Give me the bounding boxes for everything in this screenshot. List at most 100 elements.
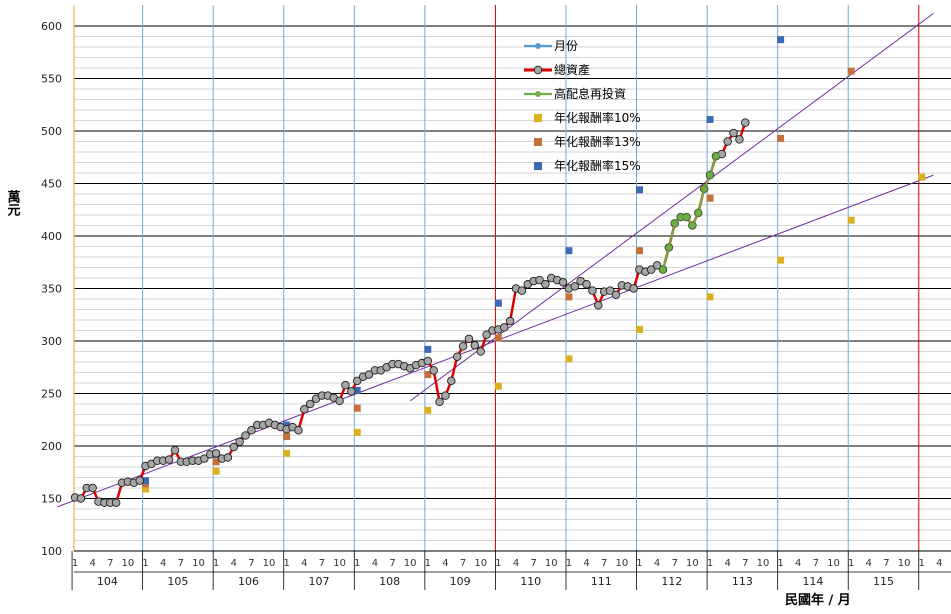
month-tick-label: 4 xyxy=(442,558,448,569)
year-tick-label: 109 xyxy=(450,575,471,588)
month-tick-label: 7 xyxy=(742,558,748,569)
return-marker xyxy=(706,115,714,123)
year-tick-label: 115 xyxy=(873,575,894,588)
legend-swatch-dot xyxy=(533,65,543,75)
month-tick-label: 10 xyxy=(404,558,417,569)
month-tick-label: 4 xyxy=(160,558,166,569)
month-tick-label: 4 xyxy=(724,558,730,569)
legend-swatch xyxy=(534,114,542,122)
month-tick-label: 1 xyxy=(495,558,501,569)
month-tick-label: 7 xyxy=(389,558,395,569)
month-tick-label: 10 xyxy=(757,558,770,569)
y-tick-label: 200 xyxy=(41,440,62,453)
total-assets-point xyxy=(646,265,656,274)
month-tick-label: 4 xyxy=(583,558,589,569)
total-assets-point xyxy=(741,118,750,127)
reinvest-point xyxy=(665,243,673,252)
return-marker xyxy=(283,433,291,441)
y-tick-label: 600 xyxy=(41,20,62,33)
total-assets-point xyxy=(470,340,480,350)
month-tick-label: 4 xyxy=(654,558,660,569)
return-marker xyxy=(424,406,432,414)
month-tick-label: 1 xyxy=(213,558,219,569)
month-tick-label: 4 xyxy=(936,558,942,569)
total-assets-point xyxy=(452,352,462,362)
total-assets-point xyxy=(364,370,374,379)
total-assets-point xyxy=(594,301,603,310)
y-axis-label: 萬元 xyxy=(5,189,21,217)
y-tick-label: 550 xyxy=(41,73,62,86)
return-marker xyxy=(212,467,220,475)
y-tick-label: 450 xyxy=(41,178,62,191)
month-tick-label: 1 xyxy=(919,558,925,569)
return-marker xyxy=(635,247,643,255)
month-tick-label: 4 xyxy=(866,558,872,569)
return-marker xyxy=(565,247,573,255)
legend-swatch xyxy=(534,162,542,170)
month-tick-label: 4 xyxy=(89,558,95,569)
return-marker xyxy=(494,299,502,307)
total-assets-point xyxy=(517,286,527,295)
total-assets-point xyxy=(541,280,550,289)
total-assets-point xyxy=(735,135,744,144)
month-tick-label: 10 xyxy=(263,558,276,569)
total-assets-point xyxy=(211,449,221,458)
month-tick-label: 7 xyxy=(107,558,113,569)
month-tick-label: 7 xyxy=(319,558,325,569)
total-assets-point xyxy=(435,397,444,407)
reinvest-point xyxy=(670,219,679,228)
total-assets-point xyxy=(447,376,456,386)
return-marker xyxy=(565,293,573,301)
month-tick-label: 10 xyxy=(545,558,558,569)
legend-swatch xyxy=(534,138,542,146)
year-tick-label: 104 xyxy=(97,575,118,588)
total-assets-point xyxy=(352,376,362,386)
return-marker xyxy=(635,186,643,194)
total-assets-point xyxy=(570,282,580,291)
return-marker xyxy=(212,458,220,466)
total-assets-point xyxy=(341,380,350,390)
month-tick-label: 4 xyxy=(372,558,378,569)
year-tick-label: 108 xyxy=(379,575,400,588)
year-tick-label: 106 xyxy=(238,575,259,588)
month-tick-label: 1 xyxy=(425,558,431,569)
total-assets-point xyxy=(111,498,121,507)
total-assets-point xyxy=(229,442,239,452)
total-assets-point xyxy=(429,366,438,375)
return-marker xyxy=(494,382,502,390)
x-axis-label: 民國年 / 月 xyxy=(785,592,851,608)
total-assets-point xyxy=(476,347,485,356)
total-assets-point xyxy=(88,483,97,493)
month-tick-label: 10 xyxy=(615,558,628,569)
total-assets-point xyxy=(482,330,491,339)
total-assets-point xyxy=(235,437,244,447)
month-tick-label: 7 xyxy=(883,558,889,569)
month-tick-label: 4 xyxy=(795,558,801,569)
total-assets-point xyxy=(335,396,344,406)
data-series xyxy=(70,118,750,507)
reinvest-point xyxy=(682,213,691,221)
total-assets-point xyxy=(729,128,738,138)
month-tick-label: 7 xyxy=(530,558,536,569)
total-assets-point xyxy=(241,431,250,440)
return-marker xyxy=(777,256,785,264)
y-tick-label: 100 xyxy=(41,545,62,558)
return-marker xyxy=(424,371,432,379)
reinvest-line xyxy=(662,155,717,270)
month-tick-label: 7 xyxy=(460,558,466,569)
month-tick-label: 4 xyxy=(513,558,519,569)
return-marker xyxy=(706,293,714,301)
month-tick-label: 7 xyxy=(178,558,184,569)
reinvest-point xyxy=(688,221,697,230)
month-tick-label: 1 xyxy=(354,558,360,569)
total-assets-point xyxy=(247,426,256,435)
total-assets-point xyxy=(76,494,86,503)
return-marker xyxy=(565,355,573,363)
y-tick-label: 500 xyxy=(41,125,62,138)
return-marker xyxy=(706,194,714,202)
month-tick-label: 10 xyxy=(333,558,346,569)
y-tick-label: 400 xyxy=(41,230,62,243)
reinvest-point xyxy=(712,152,720,161)
month-tick-label: 1 xyxy=(142,558,148,569)
